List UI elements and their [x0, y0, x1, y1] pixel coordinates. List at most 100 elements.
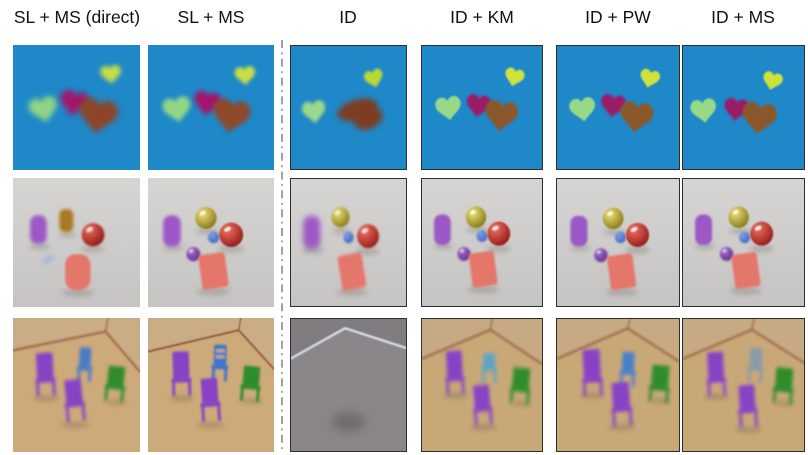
heart-object	[435, 95, 461, 121]
chair-object	[200, 377, 222, 423]
wall-object	[557, 319, 679, 363]
shadow-object	[356, 247, 380, 256]
figure-cell-r3-c6	[682, 318, 805, 452]
sphere-object	[602, 207, 624, 230]
sphere-object	[728, 206, 749, 228]
column-header-sl-ms-direct: SL + MS (direct)	[13, 7, 141, 27]
column-header-sl-ms: SL + MS	[177, 7, 245, 27]
column-header-id: ID	[339, 7, 357, 27]
figure-cell-r3-c2	[148, 318, 274, 452]
figure-cell-r2-c3	[290, 178, 407, 307]
sphere-object	[739, 231, 751, 244]
sphere-object	[750, 221, 774, 246]
sphere-object	[457, 246, 471, 261]
chair-object	[509, 367, 531, 405]
shadow-object	[218, 245, 244, 253]
heart-object	[724, 97, 749, 121]
shadow-object	[730, 286, 762, 295]
heart-object	[302, 100, 326, 124]
heart-object	[690, 98, 716, 123]
figure-cell-r1-c2	[148, 45, 274, 170]
shadow-object	[197, 287, 230, 296]
figure-cell-r1-c4	[421, 45, 543, 170]
scene-chairs-row-col2	[148, 318, 274, 452]
chair-object	[171, 351, 192, 397]
sphere-object	[719, 246, 734, 261]
sphere-object	[207, 231, 220, 244]
scene-clevr-row-col5	[557, 179, 679, 306]
heart-object	[162, 96, 191, 123]
shadow-object	[735, 426, 762, 434]
figure-cell-r3-c4	[421, 318, 543, 452]
shadow-object	[570, 244, 590, 251]
cube-object	[731, 252, 761, 289]
blob-object	[331, 412, 366, 432]
wall-object	[422, 319, 542, 365]
cyl-object	[570, 215, 588, 247]
scene-clevr-row-col1	[13, 178, 140, 307]
wall-object	[13, 318, 140, 373]
shadow-object	[434, 243, 454, 250]
cyl-object	[695, 214, 713, 246]
chair-object	[104, 365, 126, 403]
sphere-object	[476, 230, 488, 242]
sphere-object	[219, 222, 244, 248]
scene-chairs-row-col1	[13, 318, 140, 452]
scene-sprites-row-col5	[557, 46, 679, 169]
blob-object	[353, 107, 383, 130]
cube-object	[198, 252, 229, 290]
dashed-divider-line	[281, 40, 283, 453]
chair-object	[76, 347, 93, 382]
shadow-object	[695, 243, 715, 250]
heart-object	[601, 94, 626, 118]
heart-object	[742, 101, 777, 135]
shadow-object	[467, 285, 499, 294]
cyl-object	[30, 215, 47, 244]
heart-object	[100, 65, 121, 84]
figure-cell-r1-c1	[13, 45, 140, 170]
shadow-object	[169, 395, 195, 402]
figure-cell-r3-c5	[556, 318, 680, 452]
chair-object	[239, 365, 261, 403]
figure-cell-r2-c5	[556, 178, 680, 307]
scene-clevr-row-col4	[422, 179, 542, 306]
shadow-object	[29, 243, 50, 250]
cube-object	[468, 250, 498, 288]
scene-clevr-row-col3	[291, 179, 406, 306]
shadow-object	[61, 421, 90, 429]
chair-object	[481, 353, 497, 383]
sphere-object	[343, 231, 354, 244]
scene-chairs-row-col3	[291, 319, 406, 451]
chair-object	[35, 352, 56, 397]
sphere-object	[465, 206, 487, 228]
chair-object	[582, 348, 603, 397]
heart-object	[505, 67, 525, 87]
chair-object	[648, 364, 670, 404]
shadow-object	[605, 288, 638, 296]
sphere-object	[186, 247, 201, 262]
heart-object	[194, 90, 222, 116]
heart-object	[485, 99, 519, 132]
heart-object	[569, 97, 596, 122]
figure-cell-r3-c1	[13, 318, 140, 452]
heart-object	[466, 94, 491, 118]
scene-sprites-row-col2	[148, 45, 274, 170]
sphere-object	[195, 207, 217, 229]
shadow-object	[625, 246, 650, 254]
shadow-object	[197, 421, 225, 429]
chair-object	[738, 384, 758, 429]
heart-object	[213, 98, 251, 133]
shadow-object	[81, 245, 105, 253]
chair-object	[445, 350, 465, 395]
scene-clevr-row-col2	[148, 178, 274, 307]
shadow-object	[580, 392, 605, 399]
chair-object	[211, 344, 228, 382]
column-header-id-pw: ID + PW	[585, 7, 651, 27]
shadow-object	[58, 232, 77, 238]
chair-object	[772, 367, 794, 405]
chair-object	[64, 378, 86, 423]
shadow-object	[443, 392, 468, 399]
shadow-object	[61, 288, 94, 297]
scene-chairs-row-col5	[557, 319, 679, 451]
